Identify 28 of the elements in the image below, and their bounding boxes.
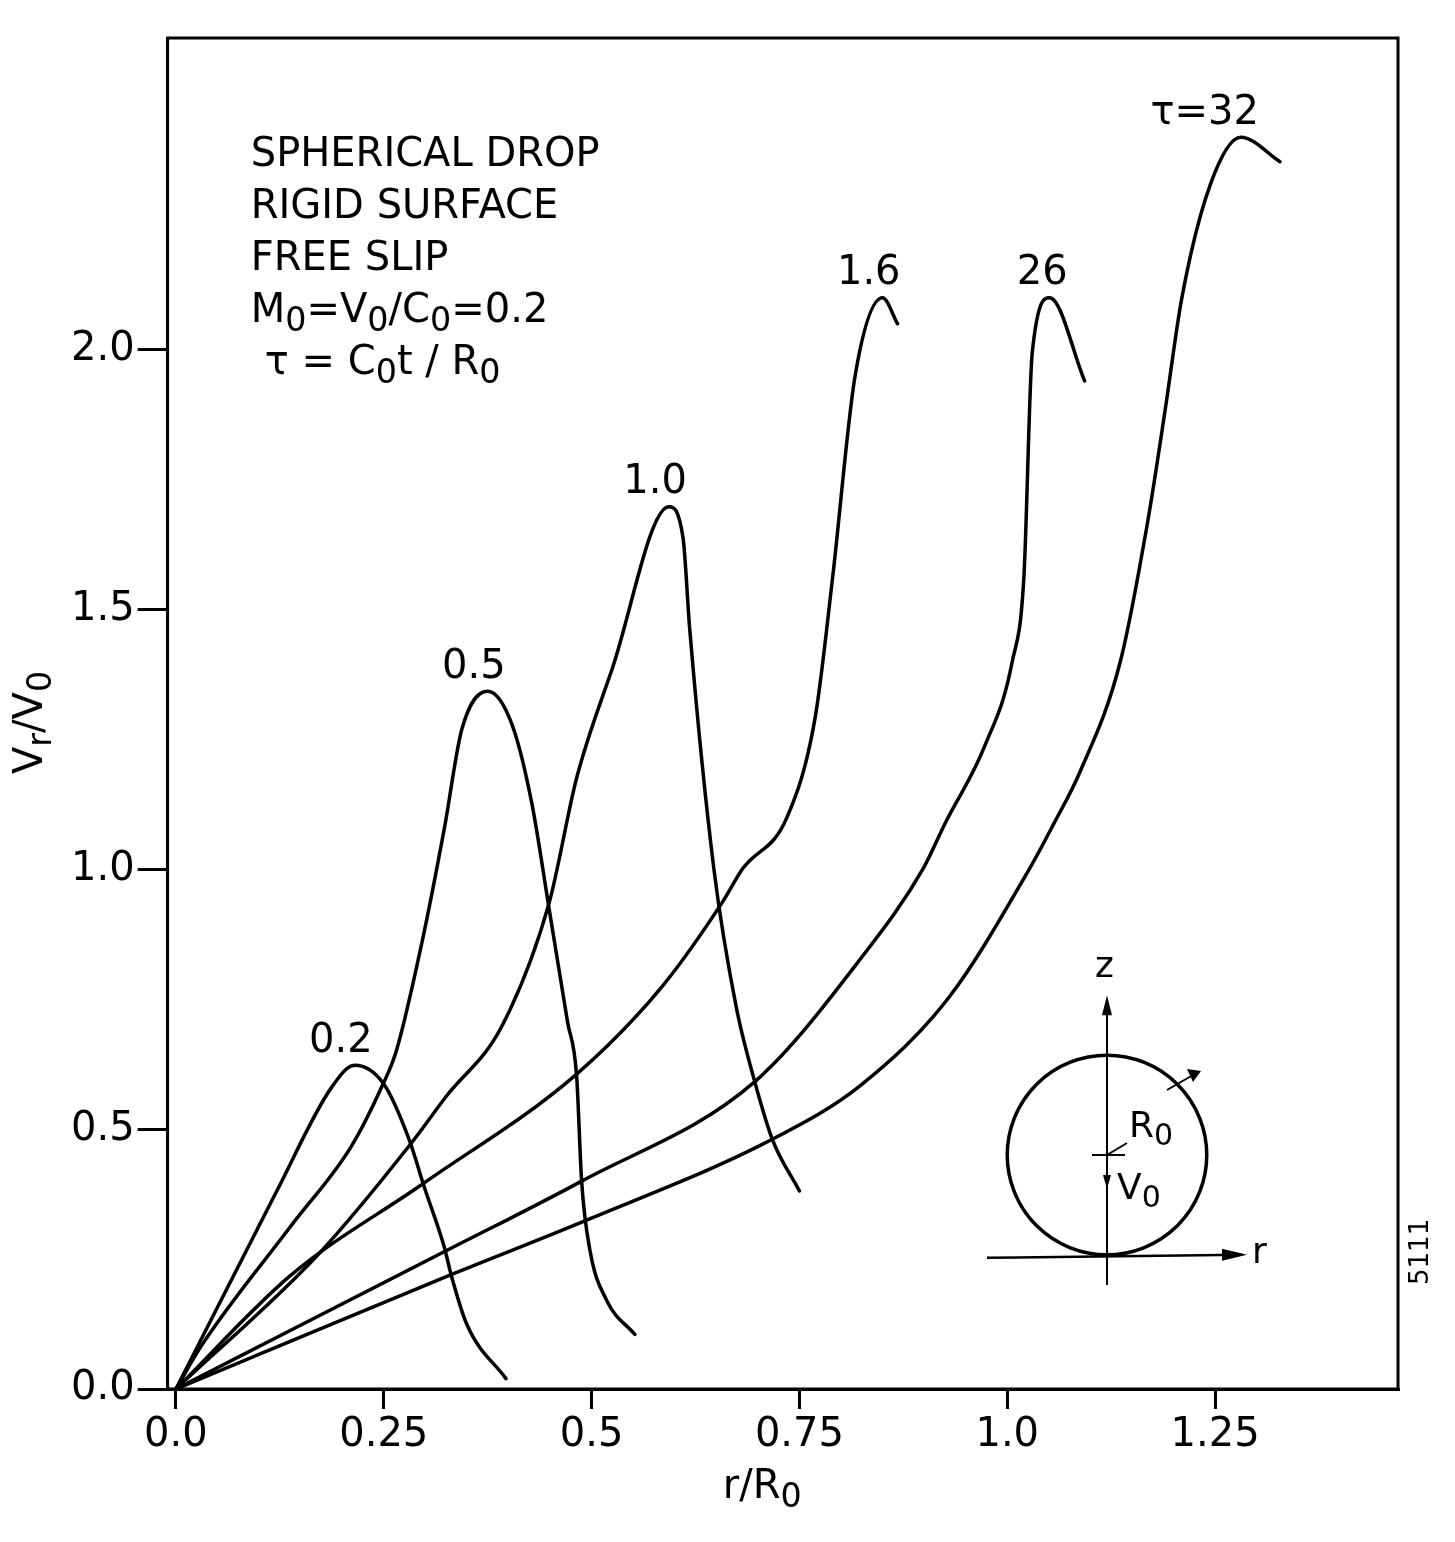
annotation: V$_{0}$	[1117, 1166, 1161, 1215]
series-label: τ=32	[1150, 86, 1259, 133]
y-tick-label: 0.5	[70, 1102, 135, 1149]
y-tick-label: 2.0	[70, 323, 135, 370]
x-tick-label: 0.0	[144, 1409, 208, 1456]
y-tick-label: 1.5	[70, 582, 135, 629]
annotation: M$_{0}$=V$_{0}$/C$_{0}$=0.2	[250, 284, 549, 339]
x-tick-label: 1.25	[1170, 1409, 1260, 1456]
series-label: 1.0	[623, 456, 687, 503]
x-tick-label: 0.5	[559, 1409, 624, 1456]
annotation: SPHERICAL DROP	[250, 128, 600, 175]
annotation: z	[1095, 944, 1114, 986]
annotation: FREE SLIP	[250, 232, 449, 279]
series-label: 1.6	[836, 247, 901, 294]
series-label: 26	[1016, 247, 1068, 294]
x-tick-label: 0.25	[339, 1409, 429, 1456]
annotation: τ = C$_{0}$t / R$_{0}$	[264, 336, 501, 391]
annotation: RIGID SURFACE	[250, 180, 559, 227]
x-axis-title: r/R$_{0}$	[722, 1461, 802, 1515]
x-tick-label: 0.75	[754, 1409, 844, 1456]
y-tick-label: 0.0	[70, 1362, 135, 1409]
annotation: r	[1252, 1229, 1267, 1271]
series-label: 0.2	[309, 1014, 373, 1061]
x-tick-label: 1.0	[975, 1409, 1040, 1456]
annotation: R$_{0}$	[1129, 1104, 1174, 1153]
series-label: 0.5	[442, 640, 506, 687]
y-tick-label: 1.0	[70, 842, 135, 889]
text: 5111	[1404, 1218, 1434, 1286]
